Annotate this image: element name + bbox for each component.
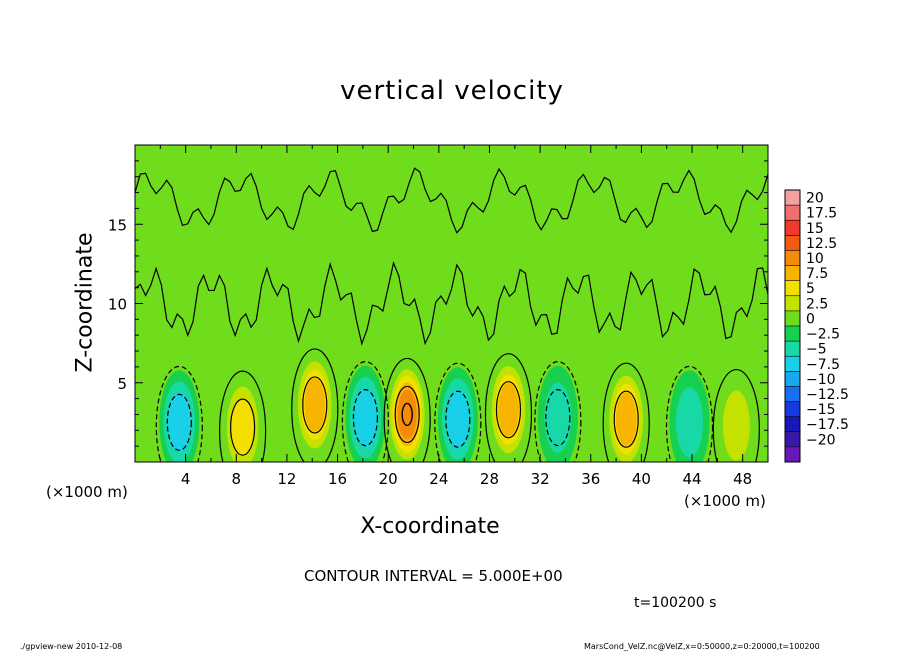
x-tick-label: 4 [181, 470, 191, 488]
colorbar-label: 20 [806, 191, 824, 207]
contour-line [495, 381, 522, 439]
colorbar-swatch [785, 310, 800, 327]
colorbar-label: −20 [806, 432, 836, 448]
colorbar-label: −5 [806, 342, 827, 358]
velocity-cell [446, 389, 470, 449]
contour-line [383, 357, 431, 462]
x-tick-label: 44 [682, 470, 701, 488]
footer-dataset: MarsCond_VelZ.nc@VelZ,x=0:50000,z=0:2000… [584, 642, 820, 651]
colorbar-label: 5 [806, 281, 815, 297]
contour-line [445, 390, 471, 448]
contour-line [665, 365, 714, 462]
x-axis-label: X-coordinate [360, 514, 500, 539]
x-tick-label: 36 [581, 470, 600, 488]
contour-line [613, 390, 639, 448]
contour-line [534, 361, 582, 462]
contour-line [219, 370, 267, 462]
contour-line [712, 368, 760, 462]
colorbar-swatch [785, 265, 800, 281]
colorbar-label: −12.5 [806, 387, 849, 403]
x-tick-label: 16 [328, 470, 347, 488]
contour-line [155, 365, 203, 462]
colorbar-swatch [785, 250, 800, 266]
colorbar-label: 15 [806, 221, 824, 237]
x-axis-unit: (×1000 m) [684, 492, 766, 510]
x-tick-label: 20 [379, 470, 398, 488]
colorbar-swatch [785, 371, 800, 387]
y-tick-label: 5 [117, 375, 127, 393]
x-tick-label: 40 [632, 470, 651, 488]
colorbar-swatch [785, 235, 800, 251]
velocity-cell [304, 378, 326, 432]
velocity-cell [676, 387, 704, 458]
y-axis-label: Z-coordinate [72, 232, 98, 373]
contour-line [401, 402, 413, 427]
colorbar-label: −7.5 [806, 357, 840, 373]
x-tick-label: 28 [480, 470, 499, 488]
colorbar-label: 7.5 [806, 266, 828, 282]
velocity-cell [615, 392, 637, 446]
x-tick-label: 8 [232, 470, 242, 488]
colorbar-label: −2.5 [806, 327, 840, 343]
velocity-cell [722, 390, 750, 461]
y-axis-unit: (×1000 m) [46, 483, 128, 501]
velocity-cell [354, 388, 377, 448]
colorbar-swatch [785, 190, 800, 206]
colorbar-swatch [785, 416, 800, 433]
velocity-cell [544, 382, 572, 453]
colorbar-label: −15 [806, 402, 836, 418]
colorbar-label: 12.5 [806, 236, 837, 252]
x-tick-label: 12 [277, 470, 296, 488]
colorbar-swatch [785, 205, 800, 221]
colorbar-label: 10 [806, 251, 824, 267]
velocity-cell [168, 392, 191, 452]
x-tick-label: 48 [733, 470, 752, 488]
contour-line [545, 389, 571, 447]
contour-line [352, 389, 379, 447]
colorbar-label: −10 [806, 372, 836, 388]
y-tick-label: 10 [108, 296, 127, 314]
contour-line [135, 167, 768, 234]
colorbar-label: 17.5 [806, 206, 837, 222]
contour-line [291, 348, 339, 462]
contour-line [230, 398, 256, 456]
colorbar-swatch [785, 356, 800, 372]
x-tick-label: 32 [531, 470, 550, 488]
contour-line [341, 361, 390, 462]
colorbar-swatch [785, 386, 800, 402]
contour-line [302, 376, 328, 434]
colorbar-swatch [785, 341, 800, 357]
time-label: t=100200 s [634, 595, 717, 611]
colorbar-label: 2.5 [806, 296, 828, 312]
contour-line [484, 353, 533, 462]
contour-line [135, 260, 768, 346]
velocity-cell [397, 389, 417, 440]
colorbar-swatch [785, 295, 800, 312]
colorbar-swatch [785, 431, 800, 448]
colorbar-label: −17.5 [806, 417, 849, 433]
colorbar-swatch [785, 220, 800, 236]
colorbar-swatch [785, 280, 800, 297]
contour-line [434, 362, 482, 462]
contour-line [602, 362, 650, 462]
colorbar-swatch [785, 401, 800, 417]
colorbar-label: 0 [806, 311, 815, 327]
chart-title: vertical velocity [340, 76, 564, 106]
velocity-cell [231, 397, 254, 457]
x-tick-label: 24 [429, 470, 448, 488]
contour-line [166, 393, 192, 451]
footer-command: ./gpview-new 2010-12-08 [20, 642, 123, 651]
y-tick-label: 15 [108, 216, 127, 234]
contour-line [394, 385, 420, 444]
contour-interval-text: CONTOUR INTERVAL = 5.000E+00 [304, 567, 563, 585]
velocity-cell [498, 383, 519, 437]
colorbar-swatch [785, 446, 800, 463]
colorbar-swatch [785, 326, 800, 342]
